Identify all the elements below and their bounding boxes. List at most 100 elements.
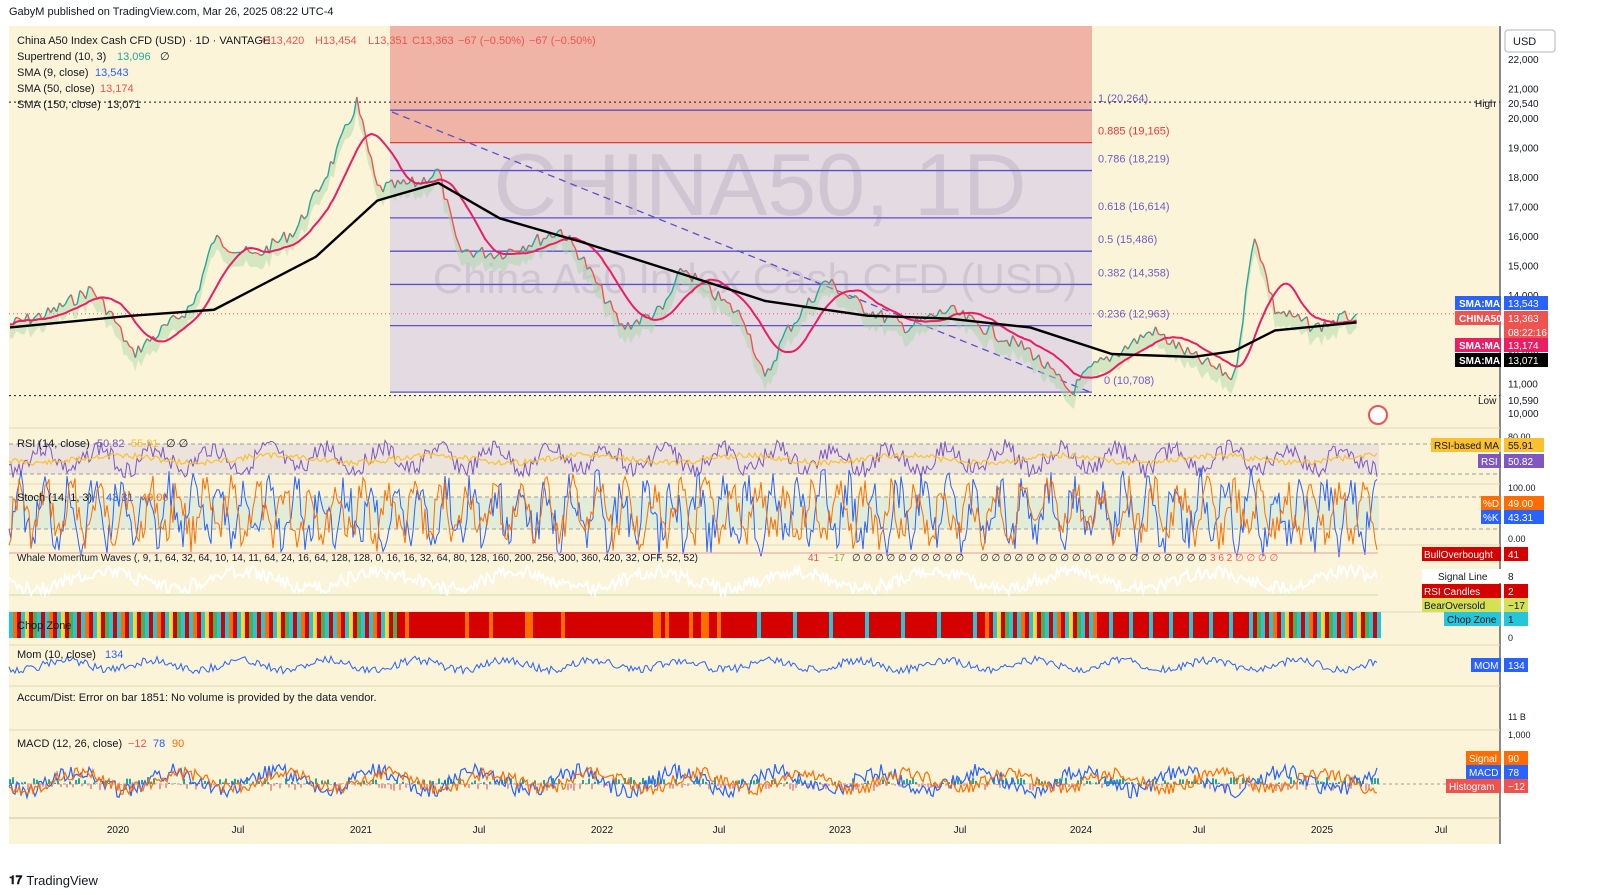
legend-sma150-value: 13,071 <box>107 99 141 111</box>
macd-tag <box>1446 779 1501 793</box>
macd-histogram-bar <box>786 781 788 784</box>
chop-zone-bar <box>777 612 781 638</box>
chop-zone-bar <box>889 612 893 638</box>
chop-zone-bar <box>357 612 361 638</box>
price-tick-label: 17,000 <box>1508 203 1539 214</box>
price-bar <box>1100 356 1105 361</box>
chop-zone-bar <box>1177 612 1181 638</box>
macd-histogram-bar <box>27 784 29 791</box>
chop-zone-bar <box>205 612 209 638</box>
macd-histogram-bar <box>1194 778 1196 784</box>
price-bar <box>431 169 437 177</box>
chop-zone-bar <box>265 612 269 638</box>
price-tick-label: 11,000 <box>1508 380 1538 391</box>
macd-histogram-bar <box>1257 778 1259 784</box>
price-bar <box>1353 313 1358 318</box>
price-bar <box>1245 271 1250 292</box>
accum-axis-label: 11 B <box>1508 712 1526 722</box>
chop-zone-bar <box>621 612 625 638</box>
stoch-axis-top: 100.00 <box>1508 483 1536 493</box>
chop-zone-bar <box>1129 612 1133 638</box>
price-tag-value-box <box>1504 338 1548 352</box>
macd-histogram-bar <box>51 784 53 787</box>
price-bar <box>254 251 258 254</box>
chop-zone-bar <box>1189 612 1193 638</box>
rsi-value: 50.82 <box>97 438 125 450</box>
price-bar <box>391 179 396 189</box>
low-value: 10,590 <box>1508 396 1539 407</box>
price-bar <box>933 315 938 318</box>
price-bar <box>898 320 903 324</box>
macd-histogram-bar <box>105 780 107 784</box>
macd-histogram-bar <box>630 777 632 784</box>
price-bar <box>516 250 521 253</box>
price-bar <box>321 178 326 186</box>
price-bar <box>1012 335 1017 342</box>
chop-zone-bar <box>485 612 489 638</box>
macd-histogram-bar <box>507 784 509 789</box>
macd-histogram-bar <box>1215 779 1217 784</box>
chop-zone-bar <box>633 612 637 638</box>
price-bar <box>140 344 145 353</box>
price-bar <box>192 293 198 304</box>
chop-zone-bar <box>129 612 133 638</box>
price-bar <box>303 214 308 220</box>
price-bar <box>930 313 935 317</box>
chop-zone-bar <box>717 612 721 638</box>
chop-zone-bar <box>149 612 153 638</box>
high-label: High <box>1475 99 1496 110</box>
price-bar <box>50 306 55 314</box>
macd-histogram-bar <box>567 784 569 791</box>
price-bar <box>324 175 329 180</box>
macd-histogram-bar <box>1251 784 1253 786</box>
chop-zone-bar <box>141 612 145 638</box>
price-bar <box>1242 291 1247 322</box>
macd-histogram-bar <box>864 783 866 784</box>
chop-zone-bar <box>1325 612 1329 638</box>
macd-histogram-bar <box>1272 784 1274 787</box>
chop-zone-bar <box>325 612 329 638</box>
chop-zone-bar <box>749 612 753 638</box>
price-bar <box>1014 340 1020 348</box>
macd-histogram-bar <box>894 784 896 786</box>
macd-histogram-bar <box>288 784 290 788</box>
chop-zone-bar <box>197 612 201 638</box>
macd-histogram-bar <box>882 779 884 784</box>
price-bar <box>114 321 119 325</box>
rsi-line <box>8 439 1378 479</box>
chop-zone-bar <box>989 612 993 638</box>
macd-histogram-bar <box>855 784 857 790</box>
price-bar <box>373 174 378 186</box>
stoch-d-value: 49.00 <box>141 492 169 504</box>
chop-zone-bar <box>881 612 885 638</box>
macd-histogram-bar <box>228 783 230 784</box>
macd-histogram-bar <box>585 783 587 784</box>
price-bar <box>277 238 282 244</box>
chop-zone-bar <box>693 612 697 638</box>
price-bar <box>1067 389 1072 394</box>
price-bar <box>222 245 227 250</box>
legend-ohlc-value: −67 (−0.50%) <box>458 35 525 47</box>
chop-zone-bar <box>301 612 305 638</box>
chop-zone-bar <box>1225 612 1229 638</box>
rsi-extra: ∅ ∅ <box>166 438 188 450</box>
chop-zone-bar <box>321 612 325 638</box>
macd-histogram-bar <box>489 781 491 784</box>
chop-axis-label: 0 <box>1508 633 1513 643</box>
chop-zone-bar <box>1181 612 1185 638</box>
chop-zone-bar <box>1277 612 1281 638</box>
price-bar <box>519 245 524 253</box>
price-bar <box>589 266 594 274</box>
rsi-ma-tag-value-box <box>1504 438 1544 452</box>
macd-histogram-bar <box>1371 778 1373 784</box>
price-bar <box>306 201 311 216</box>
price-bar <box>79 290 84 294</box>
price-bar <box>213 234 218 243</box>
price-bar <box>571 243 577 249</box>
chop-zone-bar <box>1245 612 1249 638</box>
macd-histogram-bar <box>699 784 701 787</box>
time-tick-label: 2024 <box>1070 825 1093 836</box>
macd-histogram-bar <box>834 781 836 784</box>
accum-dist-error: Accum/Dist: Error on bar 1851: No volume… <box>17 692 377 704</box>
